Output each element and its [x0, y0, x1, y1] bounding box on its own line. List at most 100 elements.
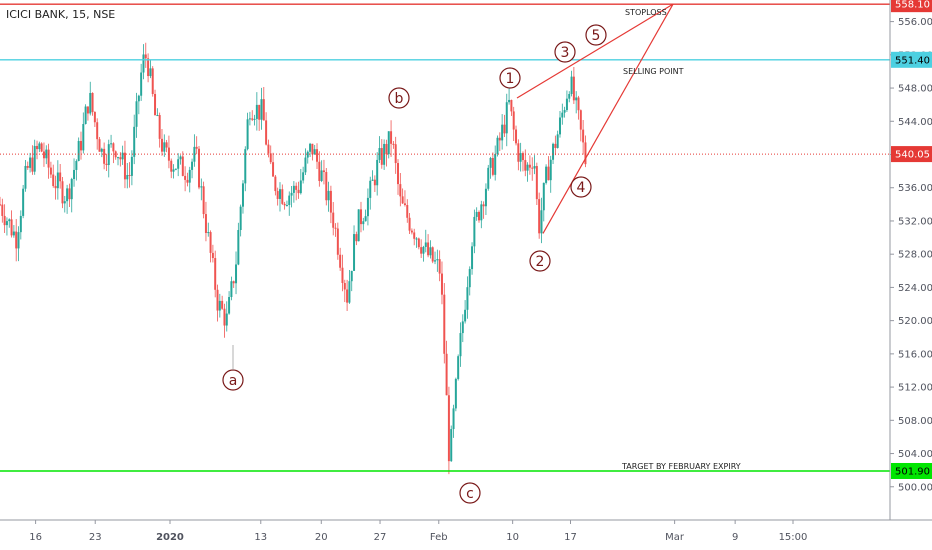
- candle-body: [359, 209, 362, 225]
- candle-body: [174, 168, 177, 170]
- candle-body: [262, 99, 265, 121]
- candle-body: [96, 122, 99, 140]
- y-tick-label: 544.00: [898, 117, 932, 128]
- candle-body: [397, 163, 400, 185]
- candle-body: [387, 131, 390, 155]
- wave-label-b: b: [395, 91, 404, 107]
- candle-body: [191, 161, 194, 170]
- candle-body: [334, 227, 337, 229]
- candle-body: [390, 131, 393, 144]
- chart-title: ICICI BANK, 15, NSE: [6, 8, 115, 21]
- annotation-stoploss: STOPLOSS: [625, 8, 667, 17]
- x-axis[interactable]: 16 23 2020 13 20 27 Feb 10 17 Mar 9 15:00: [29, 520, 807, 543]
- wave-circle-4: [570, 176, 592, 198]
- candle-body: [408, 217, 411, 231]
- candle-body: [244, 149, 247, 184]
- candle-body: [181, 156, 184, 176]
- candle-body: [364, 216, 367, 222]
- candle-body: [105, 163, 108, 166]
- candle-body: [154, 93, 157, 116]
- candle-body: [568, 93, 571, 99]
- candle-body: [406, 205, 409, 218]
- candle-body: [283, 203, 286, 206]
- candle-body: [82, 123, 85, 151]
- candle-body: [179, 156, 182, 160]
- x-tick-label: 27: [374, 532, 387, 543]
- candle-body: [417, 238, 420, 248]
- candle-body: [235, 264, 238, 284]
- candle-body: [299, 180, 302, 194]
- candle-body: [327, 190, 330, 201]
- candle-body: [112, 143, 115, 152]
- candle-body: [494, 154, 497, 175]
- candle-body: [584, 142, 587, 165]
- candle-body: [91, 92, 94, 113]
- candle-body: [549, 159, 552, 181]
- candle-body: [510, 99, 513, 112]
- candle-body: [63, 201, 66, 204]
- y-tick-label: 520.00: [898, 316, 932, 327]
- candle-body: [188, 169, 191, 183]
- candle-body: [431, 247, 434, 262]
- candle-body: [535, 166, 538, 200]
- candle-body: [357, 209, 360, 242]
- candle-body: [253, 118, 256, 120]
- candle-body: [207, 232, 210, 234]
- candle-body: [36, 145, 39, 150]
- candle-body: [531, 167, 534, 169]
- candle-body: [450, 429, 453, 462]
- candle-body: [554, 143, 557, 148]
- candle-body: [332, 212, 335, 228]
- candle-body: [170, 160, 173, 172]
- candle-body: [239, 206, 242, 230]
- candle-body: [542, 182, 545, 211]
- candle-body: [66, 188, 69, 202]
- candle-body: [68, 188, 71, 200]
- candle-body: [216, 289, 219, 311]
- wave-markers: a b c 1 2 3 4 5: [222, 3, 674, 504]
- candle-body: [123, 152, 126, 180]
- candle-body: [158, 115, 161, 139]
- candle-body: [137, 95, 140, 102]
- candle-body: [434, 260, 437, 262]
- x-tick-label: 2020: [156, 532, 184, 543]
- price-tag: [891, 0, 932, 13]
- candle-body: [29, 157, 32, 168]
- candle-body: [336, 228, 339, 255]
- candle-body: [200, 186, 203, 188]
- candle-body: [269, 153, 272, 163]
- candle-body: [204, 214, 207, 234]
- candle-body: [103, 148, 106, 164]
- x-tick-label: 9: [732, 532, 738, 543]
- candle-body: [436, 259, 439, 261]
- candle-body: [403, 203, 406, 206]
- candle-body: [107, 144, 110, 166]
- candle-body: [429, 247, 432, 256]
- candle-body: [491, 158, 494, 175]
- candle-body: [26, 165, 29, 168]
- candle-body: [466, 287, 469, 310]
- candle-body: [260, 99, 263, 120]
- candle-body: [117, 157, 120, 159]
- wave-label-c: c: [466, 486, 474, 502]
- candle-body: [84, 106, 87, 124]
- candle-body: [459, 333, 462, 357]
- candle-body: [209, 232, 212, 253]
- candle-body: [410, 230, 413, 233]
- candle-body: [172, 169, 175, 172]
- candle-body: [288, 195, 291, 206]
- candle-body: [512, 111, 515, 130]
- price-tag-label: 501.90: [895, 466, 930, 477]
- candle-body: [477, 211, 480, 221]
- wave-label-4: 4: [577, 180, 586, 196]
- x-tick-label: 23: [89, 532, 102, 543]
- candle-body: [290, 192, 293, 196]
- x-tick-label: 17: [564, 532, 577, 543]
- candle-body: [89, 92, 92, 114]
- candle-body: [399, 184, 402, 197]
- candle-body: [447, 395, 450, 462]
- candle-body: [276, 191, 279, 199]
- candle-body: [59, 172, 62, 182]
- candle-body: [214, 258, 217, 290]
